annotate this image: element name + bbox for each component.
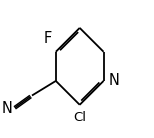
Text: N: N — [108, 73, 119, 88]
Text: N: N — [1, 101, 12, 116]
Text: F: F — [44, 31, 52, 46]
Text: Cl: Cl — [73, 111, 86, 124]
